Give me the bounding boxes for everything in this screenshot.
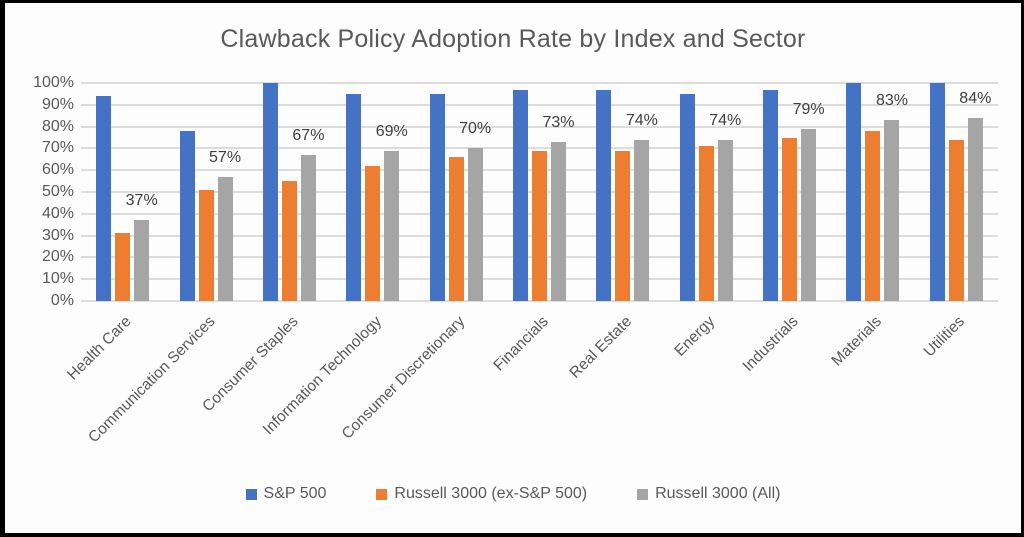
bar-russell-3000-ex-s-p-500 — [615, 150, 631, 301]
y-axis-tick-label: 10% — [41, 270, 74, 288]
bar-russell-3000-ex-s-p-500 — [365, 165, 381, 301]
x-axis-category-text: Industrials — [739, 313, 802, 375]
bar-russell-3000-all — [551, 141, 566, 301]
legend: S&P 500 Russell 3000 (ex-S&P 500) Russell … — [5, 485, 1021, 503]
legend-label: Russell 3000 (ex-S&P 500) — [394, 485, 588, 502]
gridline — [81, 300, 998, 302]
x-axis-category-text: Energy — [671, 313, 719, 360]
bar-s-p-500 — [179, 130, 195, 301]
bar-russell-3000-all — [134, 220, 150, 301]
y-axis-tick-label: 80% — [41, 117, 74, 135]
legend-label: S&P 500 — [263, 485, 327, 502]
bar-russell-3000-ex-s-p-500 — [198, 189, 214, 301]
bar-s-p-500 — [846, 83, 862, 301]
bar-s-p-500 — [96, 96, 112, 301]
bar-russell-3000-all — [801, 128, 817, 301]
data-label: 37% — [125, 192, 158, 210]
data-label: 74% — [709, 111, 742, 129]
bar-russell-3000-all — [467, 148, 483, 301]
y-axis-tick-label: 50% — [41, 183, 74, 200]
data-label: 84% — [959, 89, 992, 107]
bar-russell-3000-ex-s-p-500 — [448, 157, 464, 301]
legend-label: Russell 3000 (All) — [655, 485, 781, 502]
bar-russell-3000-all — [717, 139, 733, 301]
chart-canvas: Clawback Policy Adoption Rate by Index a… — [5, 3, 1021, 533]
y-axis-tick-label: 40% — [41, 204, 74, 222]
bar-russell-3000-ex-s-p-500 — [281, 181, 297, 301]
x-axis-category-text: Utilities — [920, 313, 969, 361]
data-label: 83% — [875, 92, 908, 110]
data-label: 70% — [459, 120, 492, 138]
bar-russell-3000-all — [634, 139, 650, 301]
legend-item: Russell 3000 (All) — [637, 485, 780, 503]
legend-item: Russell 3000 (ex-S&P 500) — [376, 485, 587, 503]
y-axis-tick-label: 30% — [41, 226, 74, 244]
bar-russell-3000-ex-s-p-500 — [865, 130, 881, 301]
data-label: 69% — [375, 122, 408, 140]
y-axis-tick-label: 20% — [41, 248, 74, 266]
bar-russell-3000-ex-s-p-500 — [782, 137, 798, 301]
bar-s-p-500 — [763, 89, 779, 301]
bar-russell-3000-ex-s-p-500 — [698, 146, 714, 301]
x-axis-category-text: Materials — [828, 313, 885, 370]
y-axis-tick-label: 0% — [50, 292, 74, 309]
bar-russell-3000-all — [217, 176, 233, 301]
data-label: 73% — [542, 113, 575, 131]
x-axis-category-text: Health Care — [64, 313, 135, 384]
bar-s-p-500 — [929, 83, 945, 301]
gridline — [81, 147, 998, 150]
data-label: 74% — [625, 111, 658, 129]
legend-item: S&P 500 — [245, 485, 327, 503]
bar-s-p-500 — [679, 93, 695, 301]
y-axis-tick-label: 70% — [41, 139, 74, 157]
bar-s-p-500 — [262, 83, 278, 301]
x-axis-category-text: Real Estate — [566, 313, 635, 382]
legend-swatch — [637, 488, 649, 500]
legend-swatch — [376, 488, 388, 500]
data-label: 57% — [209, 148, 242, 166]
y-axis-tick-label: 100% — [33, 74, 74, 91]
bar-s-p-500 — [346, 93, 362, 301]
gridline — [81, 125, 998, 128]
chart-title: Clawback Policy Adoption Rate by Index a… — [220, 25, 806, 53]
bar-russell-3000-all — [967, 117, 983, 301]
bar-russell-3000-ex-s-p-500 — [532, 150, 547, 301]
bar-russell-3000-ex-s-p-500 — [948, 139, 964, 301]
data-label: 79% — [792, 100, 825, 118]
bar-russell-3000-all — [300, 154, 316, 301]
bar-russell-3000-ex-s-p-500 — [115, 233, 131, 301]
gridline — [81, 103, 998, 106]
y-axis-tick-label: 60% — [41, 161, 74, 179]
bar-s-p-500 — [596, 89, 612, 301]
x-axis-category-text: Financials — [490, 313, 552, 375]
bar-russell-3000-all — [884, 120, 900, 301]
data-label: 67% — [292, 126, 325, 144]
bar-s-p-500 — [429, 93, 445, 301]
legend-swatch — [245, 488, 257, 500]
bar-s-p-500 — [513, 89, 528, 301]
y-axis-tick-label: 90% — [41, 95, 74, 113]
bar-russell-3000-all — [384, 150, 400, 301]
gridline — [81, 82, 998, 84]
